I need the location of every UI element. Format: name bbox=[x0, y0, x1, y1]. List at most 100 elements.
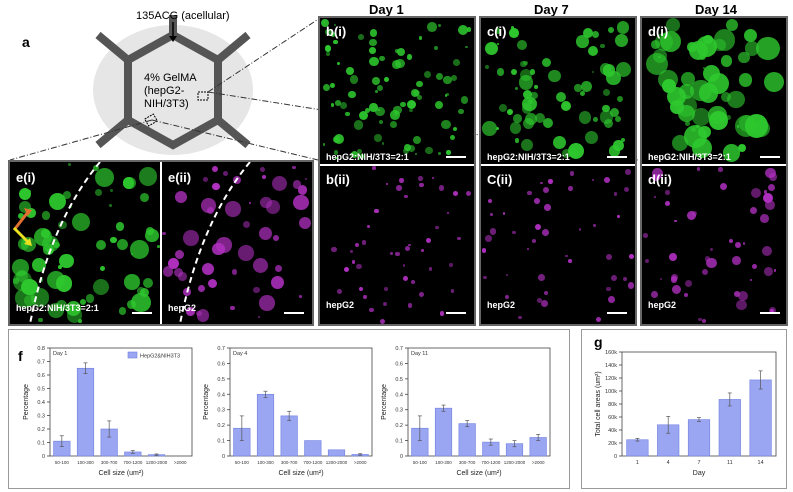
scalebar-c-i bbox=[607, 156, 627, 158]
magenta-cell bbox=[211, 165, 219, 173]
scalebar-b-ii bbox=[446, 312, 466, 314]
magenta-cell bbox=[298, 217, 311, 230]
x-axis-label: Cell size (um²) bbox=[98, 470, 143, 477]
green-cell bbox=[720, 91, 731, 102]
magenta-cell bbox=[297, 184, 308, 195]
green-cell bbox=[442, 75, 452, 85]
magenta-cell bbox=[167, 258, 179, 270]
magenta-cell bbox=[482, 275, 487, 280]
magenta-cell bbox=[538, 273, 545, 281]
magenta-cell bbox=[260, 166, 266, 172]
frame-day1 bbox=[318, 16, 476, 326]
green-cell bbox=[583, 27, 594, 38]
green-cell bbox=[452, 59, 460, 67]
magenta-cell bbox=[260, 196, 272, 209]
green-cell bbox=[369, 29, 378, 37]
magenta-cell bbox=[369, 307, 374, 313]
green-cell bbox=[585, 131, 599, 145]
day-label-14: Day 14 bbox=[695, 2, 737, 17]
green-cell bbox=[651, 40, 661, 49]
green-cell bbox=[321, 18, 330, 27]
magenta-cell bbox=[207, 279, 217, 289]
connector-4 bbox=[151, 119, 319, 161]
magenta-cell bbox=[762, 192, 773, 203]
y-tick-label: 0 bbox=[614, 454, 617, 460]
magenta-cell bbox=[487, 198, 493, 204]
magenta-cell bbox=[720, 182, 728, 190]
scalebar-b-i bbox=[446, 156, 466, 158]
bar bbox=[280, 415, 298, 457]
green-cell bbox=[726, 115, 732, 121]
caption-c-ii: hepG2 bbox=[487, 300, 516, 310]
magenta-cell bbox=[358, 286, 364, 292]
green-cell bbox=[37, 317, 43, 323]
magenta-cell bbox=[305, 177, 308, 180]
x-axis-label: Cell size (um²) bbox=[456, 470, 501, 477]
magenta-cell bbox=[684, 292, 689, 297]
y-tick-label: 0 bbox=[42, 454, 45, 460]
magenta-cell bbox=[402, 275, 409, 282]
green-cell bbox=[519, 60, 527, 68]
zoom-box-right bbox=[197, 91, 209, 101]
green-cell bbox=[43, 244, 54, 256]
magenta-cell bbox=[243, 220, 251, 228]
x-tick-label: >2000 bbox=[174, 460, 187, 465]
bar bbox=[687, 419, 711, 457]
magenta-cell bbox=[292, 165, 296, 170]
x-tick-label: 7 bbox=[697, 460, 700, 466]
green-cell bbox=[519, 68, 532, 81]
green-cell bbox=[349, 75, 358, 84]
y-tick-label: 0.3 bbox=[37, 414, 45, 420]
caption-d-i: hepG2:NIH/3T3=2:1 bbox=[648, 152, 731, 162]
magenta-cell bbox=[410, 279, 416, 285]
green-cell bbox=[322, 84, 330, 91]
green-cell bbox=[506, 108, 514, 116]
green-cell bbox=[26, 208, 36, 218]
green-cell bbox=[578, 111, 592, 124]
green-cell bbox=[329, 83, 335, 88]
magenta-cell bbox=[606, 286, 611, 291]
magenta-cell bbox=[652, 167, 664, 179]
magenta-cell bbox=[421, 248, 425, 253]
magenta-cell bbox=[418, 176, 423, 181]
green-cell bbox=[434, 101, 444, 110]
chart-day11: 0 0.1 0.2 0.3 0.4 0.5 0.6 0.7 50-100 100-300 300-7… bbox=[381, 346, 551, 477]
magenta-cell bbox=[197, 285, 205, 293]
green-cell bbox=[496, 43, 499, 46]
green-cell bbox=[522, 103, 533, 114]
magenta-cell bbox=[701, 319, 706, 324]
green-cell bbox=[118, 307, 126, 315]
green-cell bbox=[713, 29, 735, 51]
green-cell bbox=[541, 57, 552, 68]
magenta-cell bbox=[201, 262, 215, 275]
green-cell bbox=[738, 51, 751, 64]
green-cell bbox=[142, 278, 153, 289]
green-cell bbox=[722, 144, 741, 162]
green-cell bbox=[381, 142, 385, 145]
green-cell bbox=[579, 90, 586, 97]
figure-label-a: a bbox=[22, 34, 30, 50]
green-cell bbox=[435, 72, 444, 81]
green-cell bbox=[140, 192, 149, 202]
y-tick-label: 0.1 bbox=[217, 439, 225, 445]
magenta-cell bbox=[642, 232, 648, 238]
plot-frame bbox=[407, 347, 551, 457]
connector-1 bbox=[207, 17, 321, 93]
magenta-cell bbox=[200, 198, 216, 213]
green-cell bbox=[404, 143, 411, 151]
green-cell bbox=[407, 145, 415, 153]
caption-b-ii: hepG2 bbox=[326, 300, 355, 310]
magenta-cell bbox=[665, 200, 670, 206]
green-cell bbox=[28, 190, 31, 193]
magenta-cell bbox=[361, 239, 367, 245]
green-cell bbox=[610, 108, 620, 118]
caption-d-ii: hepG2 bbox=[648, 300, 677, 310]
micrograph-b-i bbox=[320, 18, 474, 164]
green-cell bbox=[509, 122, 522, 134]
green-cell bbox=[359, 154, 365, 159]
magenta-cell bbox=[668, 252, 677, 262]
green-cell bbox=[703, 34, 713, 45]
green-cell bbox=[607, 27, 614, 34]
figure-label-f: f bbox=[18, 348, 23, 364]
panel-label-c-i: c(i) bbox=[487, 24, 507, 39]
